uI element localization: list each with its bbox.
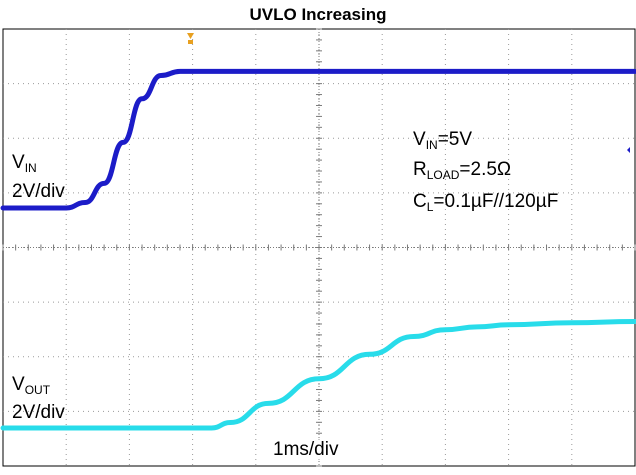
trigger-marker-icon-base xyxy=(188,40,193,44)
vout-scale-label: 2V/div xyxy=(12,402,65,423)
timebase-label: 1ms/div xyxy=(272,439,340,460)
annotation-cl: CL=0.1µF//120µF xyxy=(413,191,559,214)
traces xyxy=(0,68,636,431)
trigger-marker-icon xyxy=(187,33,194,39)
trigger-level-marker-icon xyxy=(627,147,630,153)
annotation-rload: RLOAD=2.5Ω xyxy=(413,159,512,182)
trace-vout xyxy=(0,319,636,431)
vout-channel-label: VOUT xyxy=(12,374,51,397)
chart-title: UVLO Increasing xyxy=(249,5,387,24)
grid xyxy=(2,28,636,467)
annotation-vin: VIN=5V xyxy=(413,129,473,152)
vin-scale-label: 2V/div xyxy=(12,181,65,202)
vin-channel-label: VIN xyxy=(12,152,37,175)
trace-vin xyxy=(0,68,636,211)
